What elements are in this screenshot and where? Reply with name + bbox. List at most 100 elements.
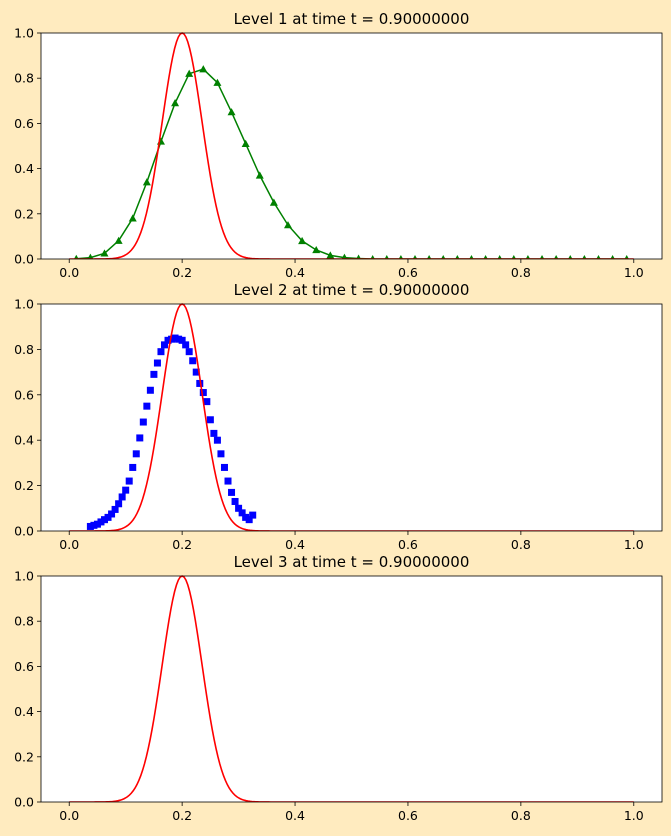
x-tick-label: 1.0: [624, 537, 644, 552]
x-tick-label: 0.6: [398, 265, 418, 280]
data-point: [220, 463, 228, 471]
data-point: [136, 434, 144, 442]
y-tick-label: 0.8: [14, 614, 34, 629]
x-tick-label: 0.0: [59, 537, 79, 552]
data-point: [511, 255, 517, 259]
data-point: [624, 255, 629, 259]
data-point: [610, 255, 615, 259]
data-point: [93, 520, 101, 528]
data-point: [100, 249, 109, 257]
data-point: [242, 513, 250, 521]
exact-solution-line: [69, 303, 634, 531]
axes-frame: [40, 303, 663, 532]
data-point: [104, 513, 112, 521]
data-point: [213, 436, 221, 444]
chart-panel-3: Level 3 at time t = 0.90000000 0.0 0.2 0.4 0…: [14, 553, 663, 823]
x-tick-label: 1.0: [624, 265, 644, 280]
data-point: [553, 255, 559, 259]
data-point: [217, 450, 225, 458]
data-point: [356, 254, 362, 259]
data-point: [171, 99, 180, 107]
x-tick-label: 0.8: [511, 808, 531, 823]
x-tick-label: 0.6: [398, 808, 418, 823]
x-tick-label: 0.8: [511, 265, 531, 280]
y-tick-label: 0.2: [14, 478, 34, 493]
y-tick-label: 0.4: [14, 161, 34, 176]
plot-area: [41, 304, 662, 531]
data-point: [582, 255, 587, 259]
data-point: [469, 255, 474, 259]
data-point: [539, 255, 545, 259]
data-point: [370, 255, 375, 259]
series-line: [76, 68, 627, 259]
data-point: [153, 359, 161, 367]
data-point: [97, 518, 105, 526]
data-point: [255, 171, 264, 179]
data-point: [132, 450, 140, 458]
data-point: [312, 245, 321, 254]
data-point: [199, 65, 208, 73]
data-point: [73, 254, 79, 259]
data-point: [235, 504, 243, 512]
data-point: [238, 509, 246, 517]
x-tick-label: 0.2: [172, 537, 192, 552]
y-tick-label: 0.2: [14, 206, 34, 221]
x-tick-label: 0.6: [398, 537, 418, 552]
data-point: [185, 348, 193, 356]
exact-solution-line: [69, 32, 634, 259]
data-point: [157, 348, 165, 356]
data-point: [283, 221, 292, 229]
y-tick-label: 0.0: [14, 252, 34, 267]
x-tick-label: 0.8: [511, 537, 531, 552]
y-tick-label: 0.4: [14, 433, 34, 448]
data-point: [412, 255, 418, 259]
axes-frame: [40, 575, 663, 803]
data-point: [203, 398, 211, 406]
data-point: [384, 255, 390, 259]
data-point: [426, 255, 432, 259]
data-point: [298, 236, 307, 245]
y-tick-label: 0.2: [14, 749, 34, 764]
data-point: [398, 255, 404, 259]
y-tick-label: 0.8: [14, 71, 34, 86]
chart-title: Level 1 at time t = 0.90000000: [234, 10, 470, 28]
data-point: [249, 511, 257, 519]
data-layer: [69, 32, 634, 259]
data-point: [497, 255, 502, 259]
data-point: [139, 418, 147, 426]
x-tick-label: 0.0: [59, 808, 79, 823]
y-tick-label: 0.4: [14, 704, 34, 719]
data-point: [269, 198, 278, 206]
data-point: [125, 477, 133, 485]
data-point: [210, 429, 218, 437]
plot-area: [41, 576, 662, 802]
y-tick-label: 0.6: [14, 116, 34, 131]
data-point: [122, 486, 130, 494]
chart-title: Level 3 at time t = 0.90000000: [234, 553, 470, 571]
data-point: [164, 336, 172, 344]
data-point: [441, 255, 446, 259]
data-layer: [69, 303, 634, 531]
data-point: [241, 139, 250, 147]
y-tick-label: 0.6: [14, 387, 34, 402]
data-point: [224, 477, 232, 485]
data-point: [118, 493, 126, 501]
data-point: [189, 357, 197, 365]
x-tick-label: 0.2: [172, 808, 192, 823]
data-point: [341, 253, 348, 259]
data-point: [86, 522, 94, 530]
data-point: [326, 251, 335, 259]
data-point: [206, 416, 214, 424]
data-point: [231, 497, 239, 505]
data-point: [196, 379, 204, 387]
data-point: [128, 214, 137, 222]
data-point: [90, 521, 98, 529]
data-point: [171, 334, 179, 342]
chart-title: Level 2 at time t = 0.90000000: [234, 281, 470, 299]
x-tick-label: 0.4: [285, 808, 305, 823]
chart-panel-2: Level 2 at time t = 0.90000000 0.0 0.2 0.4 0…: [14, 281, 663, 552]
x-tick-label: 0.2: [172, 265, 192, 280]
x-tick-label: 0.4: [285, 537, 305, 552]
data-point: [245, 516, 253, 524]
